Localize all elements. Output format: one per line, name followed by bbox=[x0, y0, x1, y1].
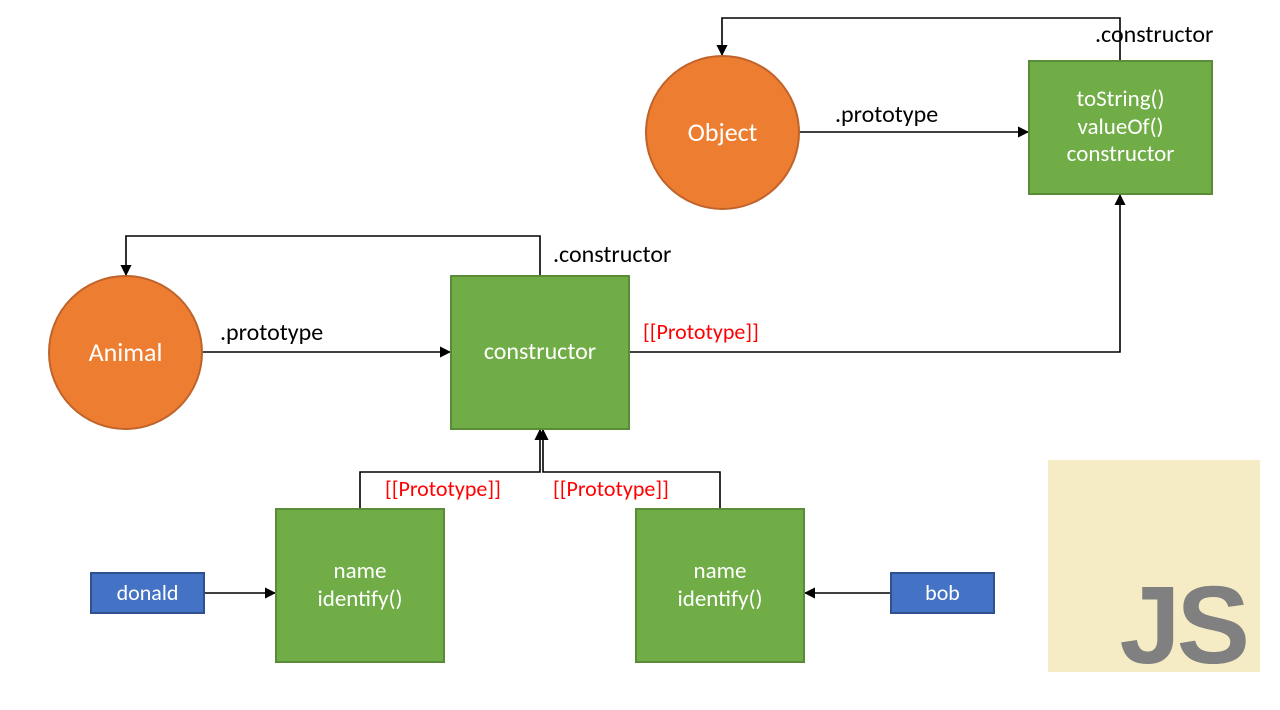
object-prototype-lines: toString() valueOf() constructor bbox=[1067, 86, 1175, 169]
object-node: Object bbox=[645, 55, 800, 210]
line-constructor: constructor bbox=[1067, 141, 1175, 169]
edge-constructor-to-animal bbox=[126, 236, 540, 275]
donald-box: donald bbox=[90, 572, 205, 614]
js-badge-text: JS bbox=[1119, 579, 1246, 673]
bob-box: bob bbox=[890, 572, 995, 614]
instance-bob-lines: name identify() bbox=[678, 558, 763, 613]
label-animal-constructor: .constructor bbox=[553, 240, 671, 269]
instance-bob-box: name identify() bbox=[635, 508, 805, 663]
line-tostring: toString() bbox=[1067, 86, 1175, 114]
label-animal-prototype: .prototype bbox=[220, 318, 323, 347]
donald-label: donald bbox=[117, 580, 179, 606]
instance-donald-lines: name identify() bbox=[318, 558, 403, 613]
line-name-1: name bbox=[318, 558, 403, 586]
js-badge: JS bbox=[1048, 460, 1260, 672]
edge-proto-to-obj-constructor bbox=[722, 18, 1120, 60]
constructor-box-label: constructor bbox=[484, 338, 596, 367]
constructor-box: constructor bbox=[450, 275, 630, 430]
bob-label: bob bbox=[925, 580, 960, 606]
line-identify-1: identify() bbox=[318, 586, 403, 614]
label-object-constructor: .constructor bbox=[1095, 20, 1213, 49]
label-prototype-instance-1: [[Prototype]] bbox=[385, 475, 501, 502]
line-identify-2: identify() bbox=[678, 586, 763, 614]
instance-donald-box: name identify() bbox=[275, 508, 445, 663]
line-valueof: valueOf() bbox=[1067, 114, 1175, 142]
label-prototype-instance-2: [[Prototype]] bbox=[553, 475, 669, 502]
object-node-label: Object bbox=[688, 117, 758, 148]
line-name-2: name bbox=[678, 558, 763, 586]
object-prototype-box: toString() valueOf() constructor bbox=[1028, 60, 1213, 195]
animal-node-label: Animal bbox=[89, 337, 163, 368]
label-object-prototype: .prototype bbox=[835, 100, 938, 129]
label-prototype-chain: [[Prototype]] bbox=[643, 318, 759, 345]
diagram-stage: Object toString() valueOf() constructor … bbox=[0, 0, 1280, 710]
animal-node: Animal bbox=[48, 275, 203, 430]
